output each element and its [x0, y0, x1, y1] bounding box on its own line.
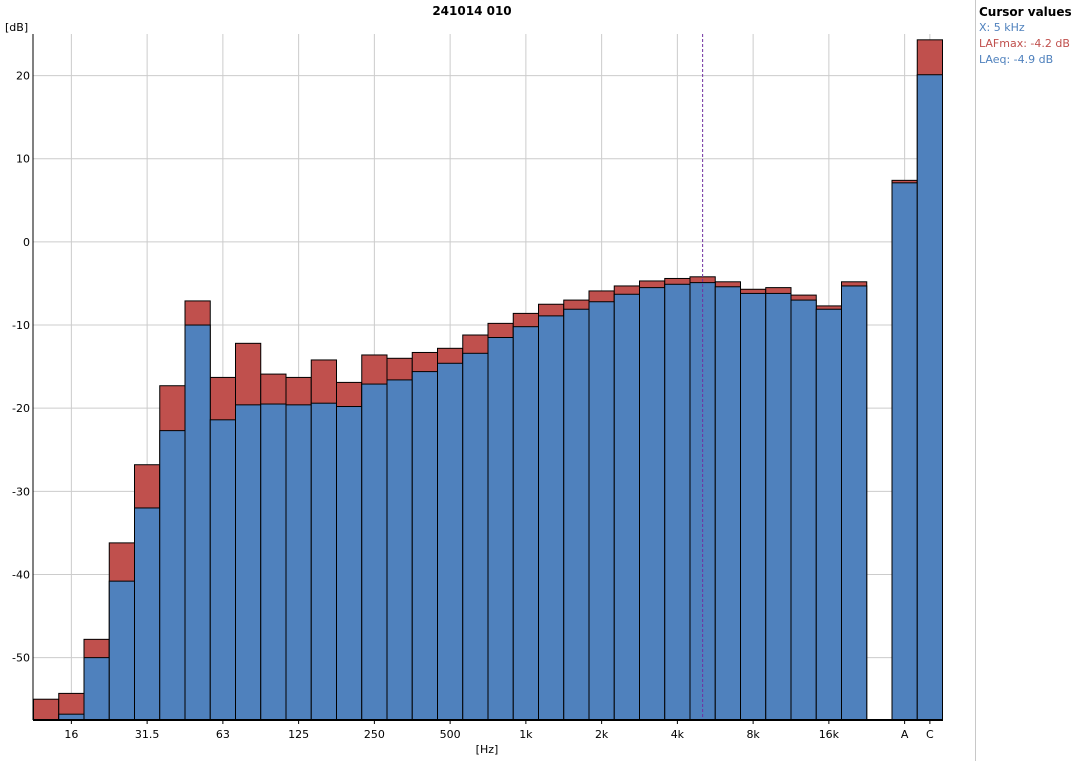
laeq-bar-40: [159, 430, 186, 721]
x-tick-label: C: [926, 728, 934, 741]
x-tick-label: A: [901, 728, 909, 741]
laeq-bar-315: [386, 379, 413, 721]
cursor-panel-title: Cursor values: [979, 5, 1072, 19]
laeq-bar-20k: [841, 285, 868, 721]
laeq-bar-25: [108, 580, 135, 721]
x-tick-label: 250: [364, 728, 385, 741]
laeq-bar-20: [83, 657, 110, 721]
laeq-bar-63: [209, 419, 236, 721]
laeq-bar-12.5k: [790, 299, 817, 721]
laeq-bar-250: [361, 383, 388, 721]
laeq-bar-200: [336, 406, 363, 721]
y-tick-label: -30: [12, 485, 30, 498]
spectrum-chart[interactable]: -50 -40 -30 -20 -10 0 10 20 16 31.5 63 125 250 500 1k…: [0, 0, 975, 761]
x-tick-label: 16: [64, 728, 78, 741]
laeq-bar-3.15k: [639, 287, 666, 721]
laeq-bar-2k: [588, 301, 615, 721]
y-tick-labels: -50 -40 -30 -20 -10 0 10 20: [12, 70, 30, 665]
x-axis-label: [Hz]: [476, 743, 499, 756]
cursor-values-panel: Cursor values X: 5 kHz LAFmax: -4.2 dB L…: [975, 0, 1080, 761]
laeq-bar-10k: [765, 292, 792, 721]
x-tick-label: 8k: [746, 728, 760, 741]
laeq-bar-4k: [664, 283, 691, 721]
laeq-bar-C: [916, 74, 943, 721]
x-tick-label: 2k: [595, 728, 609, 741]
x-tick-label: 4k: [671, 728, 685, 741]
laeq-bar-500: [437, 362, 464, 721]
laeq-bar-8k: [740, 292, 767, 721]
laeq-bar-1.25k: [538, 315, 565, 721]
laeq-bar-2.5k: [613, 293, 640, 721]
cursor-laeq-value: LAeq: -4.9 dB: [979, 53, 1054, 66]
y-tick-label: 20: [16, 70, 30, 83]
x-tick-label: 16k: [819, 728, 840, 741]
laeq-bar-100: [260, 403, 287, 721]
laeq-bar-125: [285, 404, 312, 721]
laeq-bar-1.6k: [563, 308, 590, 721]
cursor-lafmax-value: LAFmax: -4.2 dB: [979, 37, 1070, 50]
laeq-bar-50: [184, 324, 211, 721]
x-tick-labels: 16 31.5 63 125 250 500 1k 2k 4k 8k 16k A C: [64, 720, 934, 741]
x-tick-label: 500: [440, 728, 461, 741]
laeq-bar-6.3k: [714, 286, 741, 721]
laeq-bars: [58, 74, 943, 721]
laeq-bar-31.5: [134, 507, 161, 721]
laeq-bar-80: [235, 404, 262, 721]
y-tick-label: -50: [12, 652, 30, 665]
x-tick-label: 63: [216, 728, 230, 741]
laeq-bar-160: [310, 402, 337, 721]
y-tick-label: 10: [16, 153, 30, 166]
laeq-bar-400: [411, 371, 438, 721]
chart-title: 241014 010: [432, 4, 511, 18]
laeq-bar-630: [462, 352, 489, 721]
cursor-x-value: X: 5 kHz: [979, 21, 1025, 34]
x-tick-label: 125: [288, 728, 309, 741]
laeq-bar-800: [487, 337, 514, 721]
laeq-bar-16k: [815, 308, 842, 721]
y-tick-label: 0: [23, 236, 30, 249]
laeq-bar-A: [891, 182, 918, 721]
y-tick-label: -40: [12, 568, 30, 581]
y-tick-label: -20: [12, 402, 30, 415]
x-tick-label: 31.5: [135, 728, 160, 741]
y-axis-label: [dB]: [5, 21, 28, 34]
y-tick-label: -10: [12, 319, 30, 332]
lafmax-bar-12.5: [33, 698, 60, 721]
x-tick-label: 1k: [519, 728, 533, 741]
laeq-bar-1k: [512, 326, 539, 721]
